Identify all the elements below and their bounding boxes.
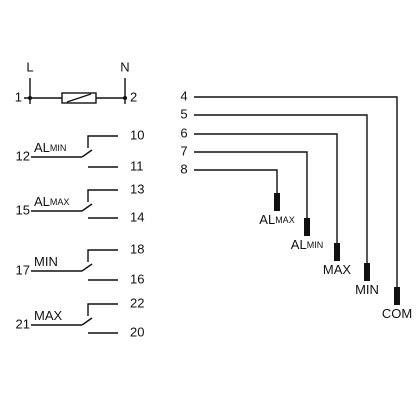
- contact-blade: [81, 203, 93, 212]
- label-main: MAX: [323, 262, 352, 277]
- terminal-number: 8: [180, 161, 187, 176]
- connector: [334, 243, 340, 261]
- label: ALMIN: [291, 237, 323, 252]
- connector: [394, 287, 400, 305]
- label: COM: [382, 306, 412, 321]
- label-main: AL: [259, 212, 275, 227]
- terminal-number: 5: [180, 106, 187, 121]
- terminal-no: 22: [130, 295, 144, 310]
- label: ALMAX: [34, 194, 69, 209]
- label: MIN: [34, 254, 58, 269]
- contact-no: [87, 249, 118, 262]
- terminal-no: 13: [130, 181, 144, 196]
- wire: [194, 151, 308, 218]
- wire: [194, 133, 338, 243]
- terminal-1: 1: [15, 89, 22, 104]
- node: [123, 96, 127, 100]
- node: [28, 96, 32, 100]
- terminal-common: 21: [16, 316, 30, 331]
- label-n: N: [120, 59, 129, 74]
- label: MIN: [355, 282, 379, 297]
- contact-blade: [81, 317, 93, 326]
- label-main: AL: [34, 140, 50, 155]
- connector: [274, 193, 280, 211]
- wire: [194, 169, 278, 193]
- wire: [194, 114, 368, 263]
- connector: [304, 218, 310, 236]
- terminal-nc: 14: [130, 209, 144, 224]
- terminal-nc: 20: [130, 324, 144, 339]
- label: MAX: [34, 308, 63, 323]
- label-main: COM: [382, 306, 412, 321]
- label: ALMAX: [259, 212, 294, 227]
- label-main: AL: [291, 237, 307, 252]
- contact-blade: [81, 149, 93, 158]
- label-sub: MIN: [50, 143, 67, 153]
- label: MAX: [323, 262, 352, 277]
- label-sub: MIN: [307, 240, 324, 250]
- contact-no: [87, 135, 118, 148]
- label-sub: MAX: [275, 215, 295, 225]
- terminal-nc: 16: [130, 271, 144, 286]
- label-main: MIN: [34, 254, 58, 269]
- label-l: L: [26, 59, 33, 74]
- wire: [194, 96, 398, 287]
- contact-blade: [81, 263, 93, 272]
- terminal-number: 6: [180, 125, 187, 140]
- label: ALMIN: [34, 140, 66, 155]
- contact-no: [87, 303, 118, 316]
- resistor-slash: [66, 93, 92, 103]
- terminal-number: 4: [180, 88, 187, 103]
- terminal-common: 12: [16, 148, 30, 163]
- label-main: AL: [34, 194, 50, 209]
- terminal-nc: 11: [130, 158, 144, 173]
- terminal-number: 7: [180, 143, 187, 158]
- terminal-common: 15: [16, 202, 30, 217]
- terminal-2: 2: [130, 89, 137, 104]
- label-sub: MAX: [50, 197, 70, 207]
- terminal-common: 17: [16, 262, 30, 277]
- label-main: MIN: [355, 282, 379, 297]
- label-main: MAX: [34, 308, 63, 323]
- contact-no: [87, 189, 118, 202]
- terminal-no: 10: [130, 127, 144, 142]
- connector: [364, 263, 370, 281]
- terminal-no: 18: [130, 241, 144, 256]
